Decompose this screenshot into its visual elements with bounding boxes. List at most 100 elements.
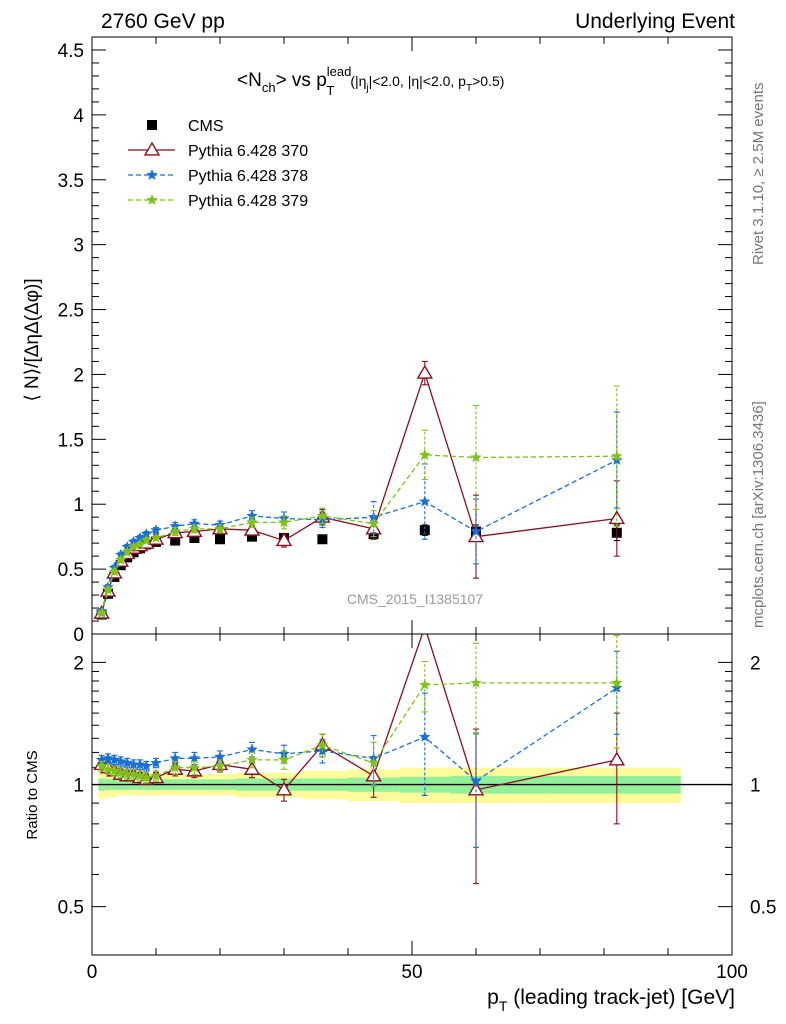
data-point-star bbox=[188, 522, 201, 534]
data-point-star bbox=[246, 509, 258, 521]
series-pythia-6-428-379 bbox=[95, 385, 623, 619]
data-point-star bbox=[115, 766, 127, 778]
data-point-triangle bbox=[143, 141, 161, 156]
y-tick-label: 2 bbox=[73, 365, 84, 386]
data-point-star bbox=[140, 534, 153, 546]
data-point-triangle bbox=[275, 781, 293, 796]
data-point-star bbox=[367, 757, 380, 768]
data-point-star bbox=[278, 516, 290, 528]
data-point-star bbox=[188, 752, 201, 764]
chart-title: <Nch> vs plead T(|ηj|<2.0, |η|<2.0, pT>0.… bbox=[237, 64, 504, 98]
data-point-star bbox=[95, 760, 108, 771]
data-point-star bbox=[214, 760, 226, 771]
data-point-triangle bbox=[608, 751, 626, 766]
data-point-star bbox=[246, 743, 258, 755]
legend-label: CMS bbox=[188, 118, 224, 135]
data-point-star bbox=[169, 752, 181, 764]
y-tick-label: 3 bbox=[73, 236, 84, 257]
data-point-star bbox=[121, 768, 133, 780]
ratio-series-pythia-6-428-378 bbox=[95, 650, 623, 848]
main-plot-axes: 0 0.5 1 1.5 2 2.5 3 3.5 4 4.5 bbox=[58, 37, 733, 646]
data-point-star bbox=[108, 565, 121, 577]
data-point-triangle bbox=[243, 760, 261, 775]
header-left-label: 2760 GeV pp bbox=[101, 10, 225, 33]
ratio-plot-axes: 0.5 0.5 1 1 2 2 0 50 100 bbox=[58, 634, 776, 983]
legend-item: Pythia 6.428 378 bbox=[128, 168, 308, 185]
data-point-triangle bbox=[275, 532, 293, 547]
data-point-star bbox=[140, 760, 153, 771]
data-point-star bbox=[102, 752, 114, 764]
data-point-star bbox=[95, 607, 108, 619]
data-point-star bbox=[470, 775, 482, 786]
data-point-star bbox=[134, 769, 146, 781]
data-point-square bbox=[189, 532, 200, 543]
legend-label: Pythia 6.428 378 bbox=[188, 168, 308, 185]
x-tick-label: 0 bbox=[87, 962, 98, 983]
data-point-square bbox=[147, 120, 157, 130]
legend-label: Pythia 6.428 370 bbox=[188, 143, 308, 160]
y-tick-label: 1 bbox=[73, 495, 84, 516]
data-point-star bbox=[246, 516, 258, 528]
data-point-square bbox=[419, 525, 430, 536]
legend-item: Pythia 6.428 379 bbox=[128, 193, 308, 210]
data-point-star bbox=[169, 761, 181, 773]
main-y-axis-label: ⟨ N⟩/[ΔηΔ(Δφ)] bbox=[22, 278, 43, 401]
data-point-star bbox=[127, 541, 140, 552]
data-point-triangle bbox=[608, 510, 626, 525]
data-point-square bbox=[170, 535, 181, 546]
ratio-series-pythia-6-428-370 bbox=[93, 634, 626, 885]
ratio-y-tick-label: 2 bbox=[73, 653, 84, 674]
x-axis-label: pT (leading track-jet) [GeV] bbox=[487, 986, 735, 1014]
data-point-star bbox=[169, 525, 181, 537]
ratio-y-tick-label: 1 bbox=[73, 776, 84, 797]
y-tick-label: 1.5 bbox=[58, 430, 84, 451]
legend-item: Pythia 6.428 370 bbox=[128, 141, 308, 160]
data-point-star bbox=[134, 538, 146, 550]
ratio-series-line bbox=[101, 634, 617, 791]
data-point-star bbox=[146, 169, 158, 180]
data-point-star bbox=[214, 522, 226, 534]
data-point-star bbox=[140, 771, 153, 783]
data-point-triangle bbox=[416, 364, 434, 379]
data-point-star bbox=[470, 676, 482, 688]
series-pythia-6-428-370 bbox=[93, 360, 626, 619]
data-point-square bbox=[317, 534, 328, 545]
data-point-triangle bbox=[243, 521, 261, 536]
data-point-star bbox=[246, 753, 258, 765]
ratio-y-tick-label-right: 2 bbox=[750, 653, 761, 674]
ratio-plot-series bbox=[93, 634, 626, 885]
data-point-star bbox=[611, 450, 623, 462]
data-point-star bbox=[115, 554, 127, 565]
x-tick-label: 50 bbox=[401, 962, 422, 983]
x-tick-label: 100 bbox=[716, 962, 748, 983]
data-point-star bbox=[146, 194, 158, 205]
data-point-star bbox=[102, 763, 114, 775]
ratio-y-tick-label: 0.5 bbox=[58, 898, 84, 919]
data-point-star bbox=[150, 757, 162, 768]
data-point-star bbox=[121, 546, 133, 558]
data-point-star bbox=[95, 753, 108, 765]
data-point-square bbox=[247, 531, 257, 542]
data-point-star bbox=[127, 768, 140, 780]
ratio-plot-frame bbox=[91, 633, 733, 956]
ratio-y-tick-label-right: 0.5 bbox=[750, 898, 776, 919]
data-point-star bbox=[367, 517, 380, 529]
data-point-star bbox=[419, 678, 431, 690]
data-point-star bbox=[470, 451, 482, 463]
data-point-star bbox=[419, 730, 431, 742]
data-point-star bbox=[419, 448, 431, 460]
data-point-star bbox=[134, 531, 146, 543]
mcplots-label: mcplots.cern.ch [arXiv:1306.3436] bbox=[750, 401, 767, 628]
data-point-star bbox=[470, 525, 482, 537]
data-point-star bbox=[108, 753, 121, 765]
data-point-star bbox=[150, 531, 162, 543]
data-point-star bbox=[121, 757, 133, 768]
series-pythia-6-428-378 bbox=[95, 411, 623, 617]
data-point-star bbox=[278, 753, 290, 765]
ratio-series-line bbox=[101, 682, 617, 779]
data-point-star bbox=[150, 769, 162, 781]
data-point-star bbox=[102, 583, 114, 595]
data-point-star bbox=[188, 761, 201, 773]
y-tick-label: 4.5 bbox=[58, 41, 84, 62]
series-line bbox=[100, 370, 617, 614]
